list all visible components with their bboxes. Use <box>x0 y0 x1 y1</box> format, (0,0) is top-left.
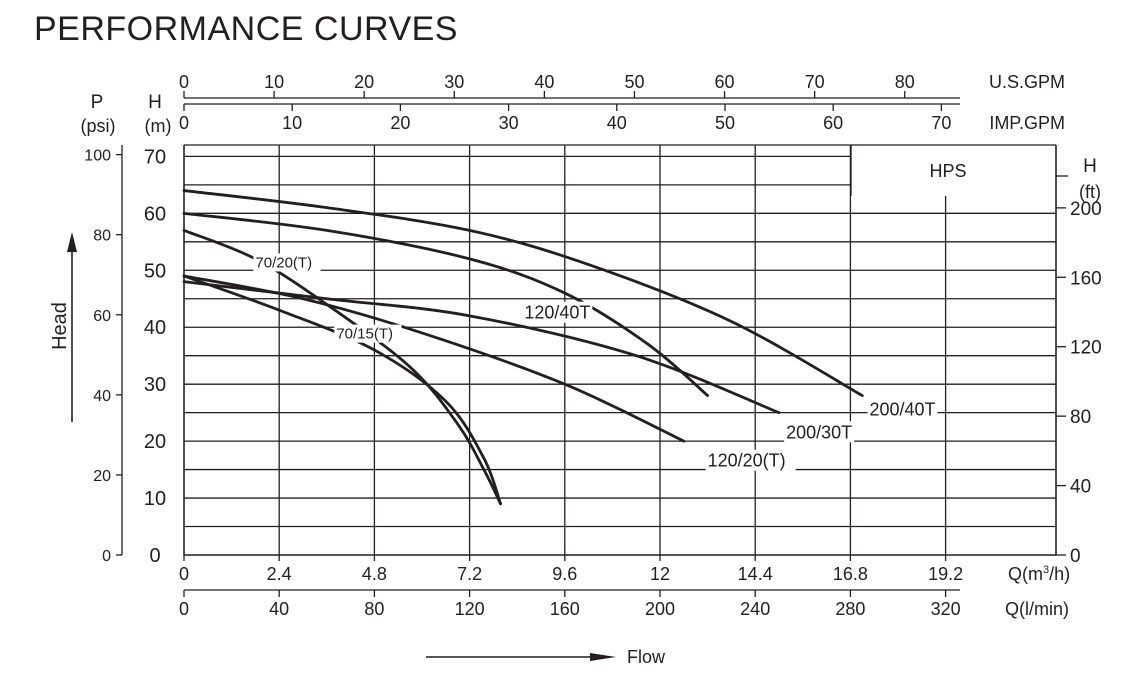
h-m-tick-label: 40 <box>144 317 166 339</box>
curve-label-70-15-t: 70/15(T) <box>336 326 393 343</box>
labels: 70/15(T) 70/20(T) 120/20(T) 120/40T 200/30T 2… <box>253 253 938 471</box>
h-unit-letter: H <box>148 92 162 113</box>
lmin-tick-label: 200 <box>645 599 675 619</box>
lmin-tick-label: 40 <box>269 599 289 619</box>
h-m-tick-label: 20 <box>144 431 166 453</box>
usgpm-tick-label: 0 <box>179 72 189 92</box>
lmin-unit-label: Q(l/min) <box>1005 599 1069 619</box>
h-m-tick-label: 50 <box>144 260 166 282</box>
lmin-tick-label: 320 <box>931 599 961 619</box>
m3h-tick-label: 2.4 <box>267 564 292 584</box>
psi-tick-label: 0 <box>102 548 111 565</box>
m3h-tick-label: 4.8 <box>362 564 387 584</box>
ft-tick-label: 160 <box>1070 268 1102 289</box>
impgpm-tick-label: 0 <box>179 113 189 133</box>
curve-70-15-t <box>182 274 502 506</box>
m3h-tick-label: 14.4 <box>738 564 773 584</box>
m3h-tick-label: 12 <box>650 564 670 584</box>
usgpm-tick-label: 40 <box>534 72 554 92</box>
m3h-tick-label: 19.2 <box>928 564 963 584</box>
usgpm-unit-label: U.S.GPM <box>989 72 1065 92</box>
curve-label-bg <box>522 301 593 323</box>
impgpm-tick-label: 60 <box>823 113 843 133</box>
curve-120-20-t <box>182 274 686 443</box>
m3h-tick-label: 16.8 <box>833 564 868 584</box>
hft-unit-letter: H <box>1083 156 1097 177</box>
ft-tick-label: 40 <box>1070 477 1091 498</box>
usgpm-tick-label: 10 <box>264 72 284 92</box>
lmin-tick-label: 0 <box>179 599 189 619</box>
m-unit-label: (m) <box>145 116 172 136</box>
curve-label-200-40t: 200/40T <box>869 399 935 419</box>
m3h-tick-label: 7.2 <box>457 564 482 584</box>
lmin-tick-label: 280 <box>835 599 865 619</box>
ft-tick-label: 80 <box>1070 407 1091 428</box>
curve-label-200-30t: 200/30T <box>786 422 852 442</box>
psi-tick-label: 40 <box>93 388 111 405</box>
head-axis-label: Head <box>49 302 71 350</box>
flow-axis-label: Flow <box>627 647 666 667</box>
impgpm-tick-label: 10 <box>282 113 302 133</box>
curve-label-bg <box>253 253 321 272</box>
curve-70-20-t <box>182 229 502 506</box>
curve-200-40t <box>182 189 864 397</box>
impgpm-unit-label: IMP.GPM <box>989 113 1065 133</box>
curves <box>182 189 864 506</box>
lmin-tick-label: 160 <box>550 599 580 619</box>
psi-tick-label: 20 <box>93 468 111 485</box>
psi-unit-label: (psi) <box>81 116 116 136</box>
curve-label-120-40t: 120/40T <box>524 303 590 323</box>
m3h-unit-label: Q(m3/h) <box>1008 564 1070 584</box>
h-m-tick-label: 30 <box>144 374 166 396</box>
ft-tick-label: 0 <box>1070 546 1081 567</box>
curve-label-70-20-t: 70/20(T) <box>255 254 312 271</box>
curve-200-30t <box>182 280 781 415</box>
head-arrow-head <box>67 232 77 252</box>
curve-label-bg <box>867 398 938 420</box>
lmin-tick-label: 120 <box>455 599 485 619</box>
psi-tick-label: 80 <box>93 228 111 245</box>
h-m-tick-label: 60 <box>144 203 166 225</box>
psi-tick-label: 60 <box>93 308 111 325</box>
curve-label-bg <box>784 421 855 443</box>
impgpm-tick-label: 30 <box>499 113 519 133</box>
usgpm-tick-label: 30 <box>444 72 464 92</box>
curve-label-120-20-t: 120/20(T) <box>708 451 786 471</box>
h-m-tick-label: 10 <box>144 488 166 510</box>
hps-label: HPS <box>929 161 966 181</box>
usgpm-tick-label: 50 <box>624 72 644 92</box>
h-m-tick-label: 70 <box>144 146 166 168</box>
m3h-tick-label: 9.6 <box>552 564 577 584</box>
m3h-tick-label: 0 <box>179 564 189 584</box>
impgpm-tick-label: 50 <box>715 113 735 133</box>
ft-tick-label: 200 <box>1070 199 1102 220</box>
axes: 0 10 20 30 40 50 60 70 80 U.S.GPM 0 10 20 30 40 50 60 70 I… <box>49 72 1102 667</box>
ft-tick-label: 120 <box>1070 338 1102 359</box>
impgpm-tick-label: 20 <box>390 113 410 133</box>
hps-box: HPS <box>850 145 1056 196</box>
curve-label-bg <box>334 324 402 343</box>
h-m-tick-label: 0 <box>149 545 160 567</box>
usgpm-tick-label: 80 <box>895 72 915 92</box>
usgpm-tick-label: 70 <box>805 72 825 92</box>
usgpm-tick-label: 20 <box>354 72 374 92</box>
chart-title: PERFORMANCE CURVES <box>34 10 458 48</box>
ft-unit-label: (ft) <box>1079 182 1101 202</box>
curve-label-bg <box>705 449 796 471</box>
psi-tick-label: 100 <box>84 148 111 165</box>
lmin-tick-label: 240 <box>740 599 770 619</box>
flow-arrow-head <box>590 653 616 661</box>
impgpm-tick-label: 70 <box>931 113 951 133</box>
impgpm-tick-label: 40 <box>607 113 627 133</box>
usgpm-tick-label: 60 <box>715 72 735 92</box>
curve-120-40t <box>182 211 709 397</box>
lmin-tick-label: 80 <box>364 599 384 619</box>
p-unit-letter: P <box>91 92 104 113</box>
